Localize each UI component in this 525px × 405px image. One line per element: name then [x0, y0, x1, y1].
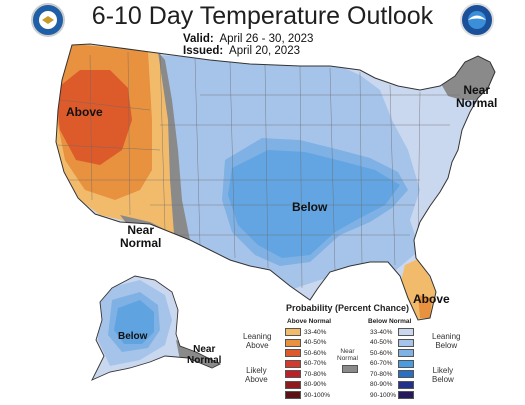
- legend-leaning-above: Leaning Above: [243, 332, 272, 350]
- conus-outline: [55, 43, 496, 321]
- legend-above-label-1: 40-50%: [304, 339, 327, 346]
- valid-label: Valid:: [183, 33, 214, 45]
- page-title: 6-10 Day Temperature Outlook: [91, 2, 434, 30]
- legend-above-swatch-6: [285, 391, 301, 399]
- legend-above-swatch-5: [285, 380, 301, 389]
- legend-below-swatch-1: [398, 338, 414, 347]
- legend-below-swatch-4: [398, 370, 414, 378]
- legend-near-normal-swatch: [342, 365, 358, 373]
- legend-likely-below: Likely Below: [432, 366, 454, 384]
- noaa-bird-icon: [468, 11, 486, 29]
- legend-above-label-2: 50-60%: [304, 349, 327, 357]
- alaska-region: [92, 276, 220, 380]
- valid-line: Valid: April 26 - 30, 2023: [183, 33, 313, 45]
- issued-value: April 20, 2023: [229, 45, 300, 57]
- eagle-icon: [39, 11, 57, 29]
- commerce-seal-logo: [31, 3, 65, 37]
- alaska-outline: [91, 275, 222, 381]
- legend-above-label-0: 33-40%: [304, 328, 327, 336]
- legend-above-swatch-4: [285, 370, 301, 378]
- noaa-logo: [460, 3, 494, 37]
- legend-below-header: Below Normal: [368, 318, 412, 325]
- legend-leaning-below: Leaning Below: [432, 332, 461, 350]
- legend-above-swatch-3: [285, 359, 301, 368]
- legend-below-label-6: 90-100%: [370, 391, 397, 399]
- legend-below-label-2: 50-60%: [370, 349, 393, 357]
- legend-below-label-1: 40-50%: [370, 339, 393, 346]
- legend-above-label-5: 80-90%: [304, 381, 327, 388]
- legend-below-label-5: 80-90%: [370, 381, 393, 388]
- valid-value: April 26 - 30, 2023: [219, 33, 314, 45]
- label-near-normal-west: Near Normal: [120, 223, 162, 250]
- legend-above-swatch-0: [285, 328, 301, 336]
- legend-near-normal-label: Near Normal: [337, 348, 358, 362]
- legend-above-swatch-2: [285, 349, 301, 357]
- label-above-florida: Above: [413, 292, 450, 306]
- issued-line: Issued: April 20, 2023: [183, 45, 300, 57]
- legend-below-label-4: 70-80%: [370, 370, 393, 378]
- label-below-alaska: Below: [118, 331, 148, 342]
- legend-above-label-4: 70-80%: [304, 370, 327, 378]
- label-near-normal-ne: Near Normal: [456, 83, 498, 110]
- label-near-normal-alaska: Near Normal: [187, 344, 222, 366]
- legend-below-swatch-3: [398, 359, 414, 368]
- legend-below-label-3: 60-70%: [370, 360, 393, 367]
- legend-below-label-0: 33-40%: [370, 328, 393, 336]
- legend-above-header: Above Normal: [287, 318, 332, 325]
- label-below-central: Below: [292, 200, 328, 214]
- legend-above-label-6: 90-100%: [304, 391, 331, 399]
- legend-above-swatch-1: [285, 338, 301, 347]
- legend-likely-above: Likely Above: [245, 366, 268, 384]
- legend-below-swatch-5: [398, 380, 414, 389]
- legend-above-label-3: 60-70%: [304, 360, 327, 367]
- legend-title: Probability (Percent Chance): [286, 303, 410, 313]
- legend-below-swatch-2: [398, 349, 414, 357]
- issued-label: Issued:: [183, 45, 224, 57]
- state-boundaries: [57, 51, 460, 289]
- legend-below-swatch-6: [398, 391, 414, 399]
- label-above-west: Above: [66, 105, 103, 119]
- legend-below-swatch-0: [398, 328, 414, 336]
